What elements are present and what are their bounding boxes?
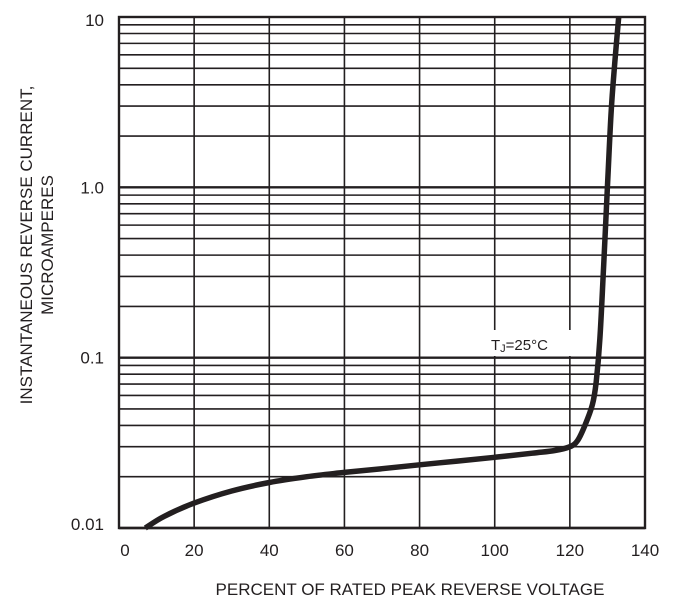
annotation-tj: TJ=25°C bbox=[486, 330, 580, 356]
x-tick-label: 40 bbox=[260, 541, 279, 560]
y-tick-label: 0.01 bbox=[71, 515, 104, 534]
annotation-text: TJ=25°C bbox=[491, 337, 548, 355]
y-tick-label: 10 bbox=[85, 11, 104, 30]
series-layer bbox=[143, 16, 622, 531]
grid bbox=[118, 17, 646, 530]
y-axis-title-line-2: MICROAMPERES bbox=[38, 175, 57, 315]
x-tick-label: 140 bbox=[631, 541, 659, 560]
x-tick-label: 0 bbox=[120, 541, 129, 560]
x-tick-label: 80 bbox=[410, 541, 429, 560]
y-axis-title-line-1: INSTANTANEOUS REVERSE CURRENT, bbox=[17, 86, 36, 405]
x-tick-label: 20 bbox=[185, 541, 204, 560]
x-tick-label: 120 bbox=[556, 541, 584, 560]
x-tick-label: 60 bbox=[335, 541, 354, 560]
annotation-background bbox=[486, 330, 580, 356]
y-tick-label: 1.0 bbox=[80, 178, 104, 197]
plot-frame bbox=[117, 15, 647, 530]
y-tick-label: 0.1 bbox=[80, 349, 104, 368]
annotation-rest: =25°C bbox=[506, 337, 548, 354]
series-line bbox=[143, 16, 622, 531]
x-tick-labels: 0 20 40 60 80 100 120 140 bbox=[120, 541, 659, 560]
y-tick-labels: 0.01 0.1 1.0 10 bbox=[71, 11, 104, 534]
x-tick-label: 100 bbox=[481, 541, 509, 560]
annotation-main: T bbox=[491, 337, 500, 354]
plot-border bbox=[117, 15, 647, 530]
y-axis-title: INSTANTANEOUS REVERSE CURRENT, MICROAMPE… bbox=[17, 86, 57, 405]
x-axis-title: PERCENT OF RATED PEAK REVERSE VOLTAGE bbox=[216, 580, 605, 599]
annotation-subscript: J bbox=[500, 343, 506, 355]
